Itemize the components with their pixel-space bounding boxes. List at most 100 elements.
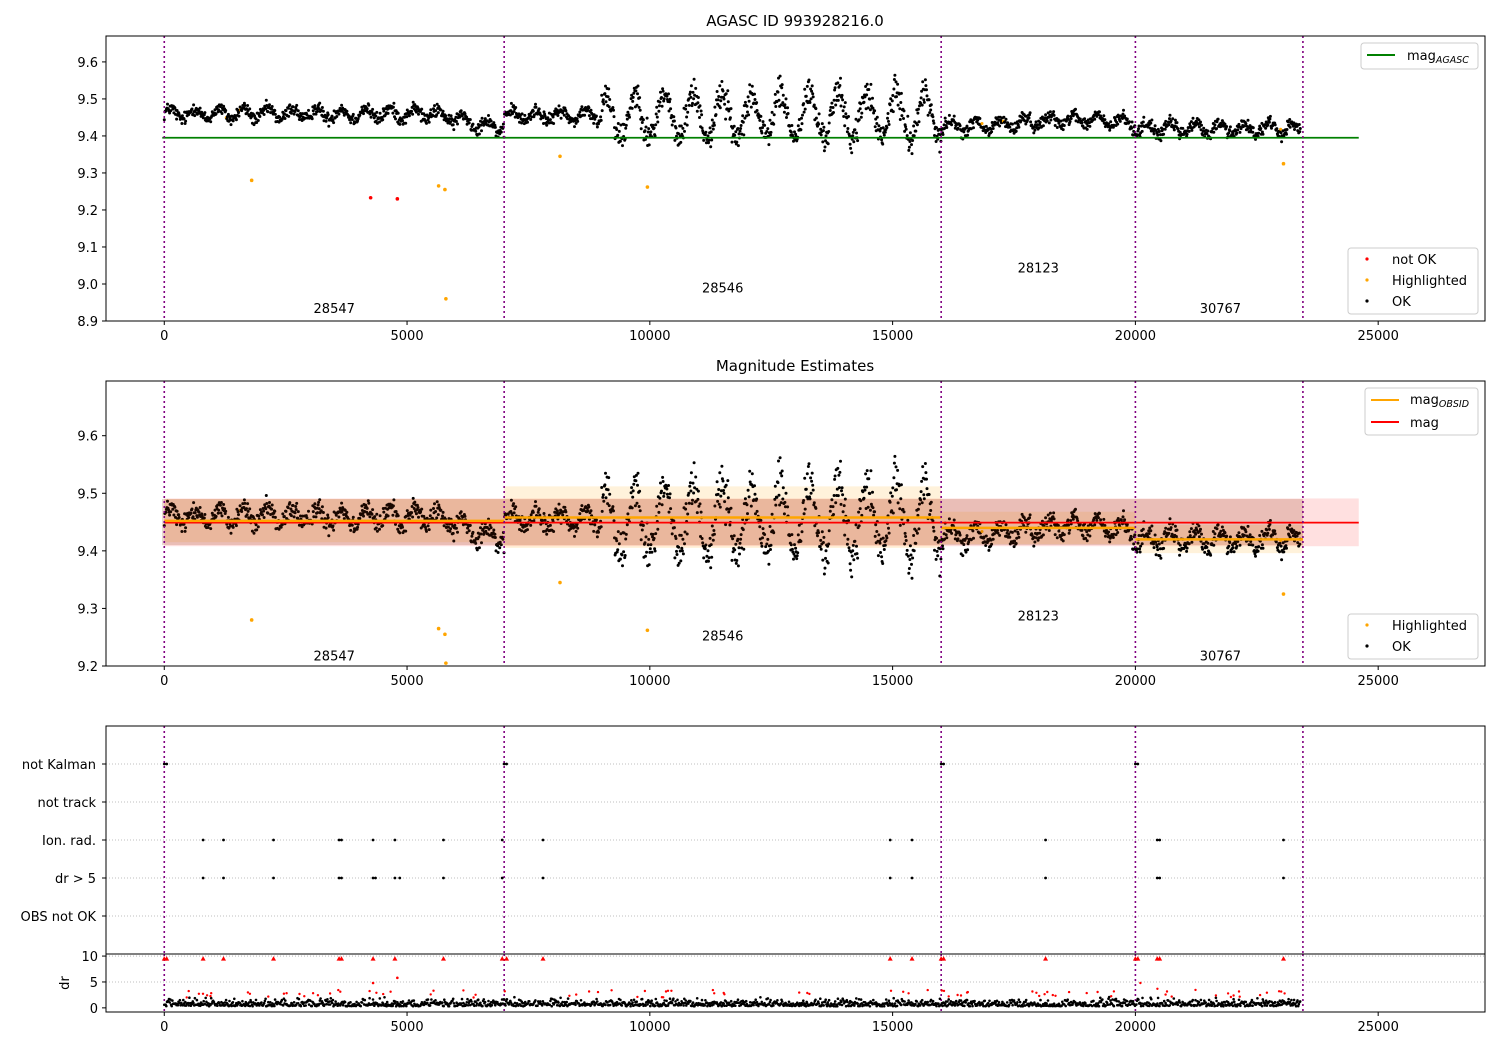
ok-point bbox=[684, 104, 688, 108]
ok-point bbox=[1168, 113, 1172, 117]
ok-point bbox=[1206, 129, 1210, 133]
ok-point bbox=[1202, 126, 1206, 130]
ok-point bbox=[222, 104, 226, 108]
ok-point bbox=[667, 484, 670, 487]
ok-point bbox=[268, 103, 271, 107]
ok-point bbox=[270, 503, 274, 507]
ok-point bbox=[956, 126, 960, 130]
ok-point bbox=[866, 106, 870, 110]
ok-point bbox=[264, 107, 268, 111]
ok-point bbox=[378, 111, 382, 115]
ok-point bbox=[880, 555, 884, 559]
ok-point bbox=[266, 511, 270, 515]
ok-point bbox=[1078, 117, 1082, 121]
dr-point bbox=[371, 998, 375, 1001]
ok-point bbox=[556, 114, 560, 117]
dr-red-point bbox=[339, 990, 342, 993]
ok-point bbox=[821, 558, 825, 562]
ok-point bbox=[1074, 107, 1077, 111]
highlighted-point bbox=[249, 618, 254, 622]
ok-point bbox=[1226, 550, 1230, 554]
ok-point bbox=[342, 113, 346, 117]
dr-red-point bbox=[303, 995, 306, 998]
ok-point bbox=[692, 461, 696, 465]
ok-point bbox=[669, 107, 673, 111]
ok-point bbox=[241, 104, 245, 107]
ok-point bbox=[1176, 127, 1180, 131]
ok-point bbox=[1268, 117, 1272, 121]
flag-point bbox=[222, 876, 225, 880]
ok-point bbox=[871, 96, 874, 100]
ok-point bbox=[171, 507, 175, 511]
ok-point bbox=[177, 516, 181, 519]
dr-red-point bbox=[389, 990, 392, 993]
ok-point bbox=[809, 476, 813, 480]
ok-point bbox=[227, 526, 231, 530]
ok-point bbox=[175, 509, 179, 513]
dr-red-point bbox=[429, 993, 432, 996]
ok-point bbox=[1127, 120, 1131, 124]
ok-point bbox=[722, 489, 725, 492]
ok-point bbox=[777, 76, 780, 80]
dr-point bbox=[475, 1002, 479, 1005]
ok-point bbox=[716, 492, 720, 496]
ok-point bbox=[396, 111, 400, 115]
ok-point bbox=[933, 548, 936, 552]
ok-point bbox=[1142, 115, 1146, 119]
ok-point bbox=[1044, 113, 1048, 117]
ok-point bbox=[231, 525, 235, 529]
dr-red-point bbox=[474, 993, 477, 996]
ok-point bbox=[653, 134, 657, 138]
ok-point bbox=[1257, 131, 1261, 135]
ok-point bbox=[342, 111, 346, 115]
ok-point bbox=[1136, 129, 1140, 133]
ok-point bbox=[719, 99, 723, 103]
ok-point bbox=[180, 122, 184, 125]
ok-point bbox=[910, 576, 914, 580]
ok-point bbox=[780, 469, 784, 473]
ok-point bbox=[933, 134, 936, 137]
ok-point bbox=[670, 123, 674, 127]
ok-point bbox=[810, 471, 814, 475]
dr-point bbox=[479, 1001, 482, 1005]
ok-point bbox=[728, 116, 732, 120]
ok-point bbox=[919, 96, 923, 100]
ok-point bbox=[753, 98, 757, 101]
ok-point bbox=[214, 112, 218, 116]
legend-ok-marker bbox=[1365, 299, 1369, 303]
ok-point bbox=[802, 102, 806, 106]
ok-point bbox=[337, 112, 341, 116]
ok-point bbox=[712, 123, 716, 127]
ok-point bbox=[295, 103, 299, 107]
highlighted-point bbox=[444, 296, 448, 301]
ok-point bbox=[755, 101, 759, 105]
ok-point bbox=[575, 117, 579, 121]
ok-point bbox=[707, 556, 711, 560]
ok-point bbox=[661, 480, 665, 483]
ok-point bbox=[707, 138, 711, 142]
ok-point bbox=[846, 127, 850, 130]
ok-point bbox=[183, 529, 187, 533]
ok-point bbox=[856, 139, 860, 143]
ok-point bbox=[273, 112, 277, 116]
highlighted-point bbox=[443, 187, 447, 192]
ok-point bbox=[644, 125, 648, 129]
ok-point bbox=[198, 106, 202, 110]
ok-point bbox=[600, 486, 604, 489]
ok-point bbox=[893, 454, 897, 458]
ok-point bbox=[273, 509, 277, 513]
ok-point bbox=[647, 563, 651, 567]
ok-point bbox=[836, 466, 840, 470]
ok-point bbox=[746, 488, 750, 492]
ok-point bbox=[807, 78, 811, 82]
ok-point bbox=[597, 122, 600, 126]
ok-point bbox=[660, 104, 664, 108]
ok-point bbox=[238, 105, 242, 109]
dr-point bbox=[412, 999, 416, 1002]
ok-point bbox=[853, 128, 857, 132]
ok-point bbox=[273, 109, 277, 112]
ok-point bbox=[636, 483, 639, 487]
ok-point bbox=[660, 96, 663, 99]
ok-point bbox=[741, 120, 745, 124]
